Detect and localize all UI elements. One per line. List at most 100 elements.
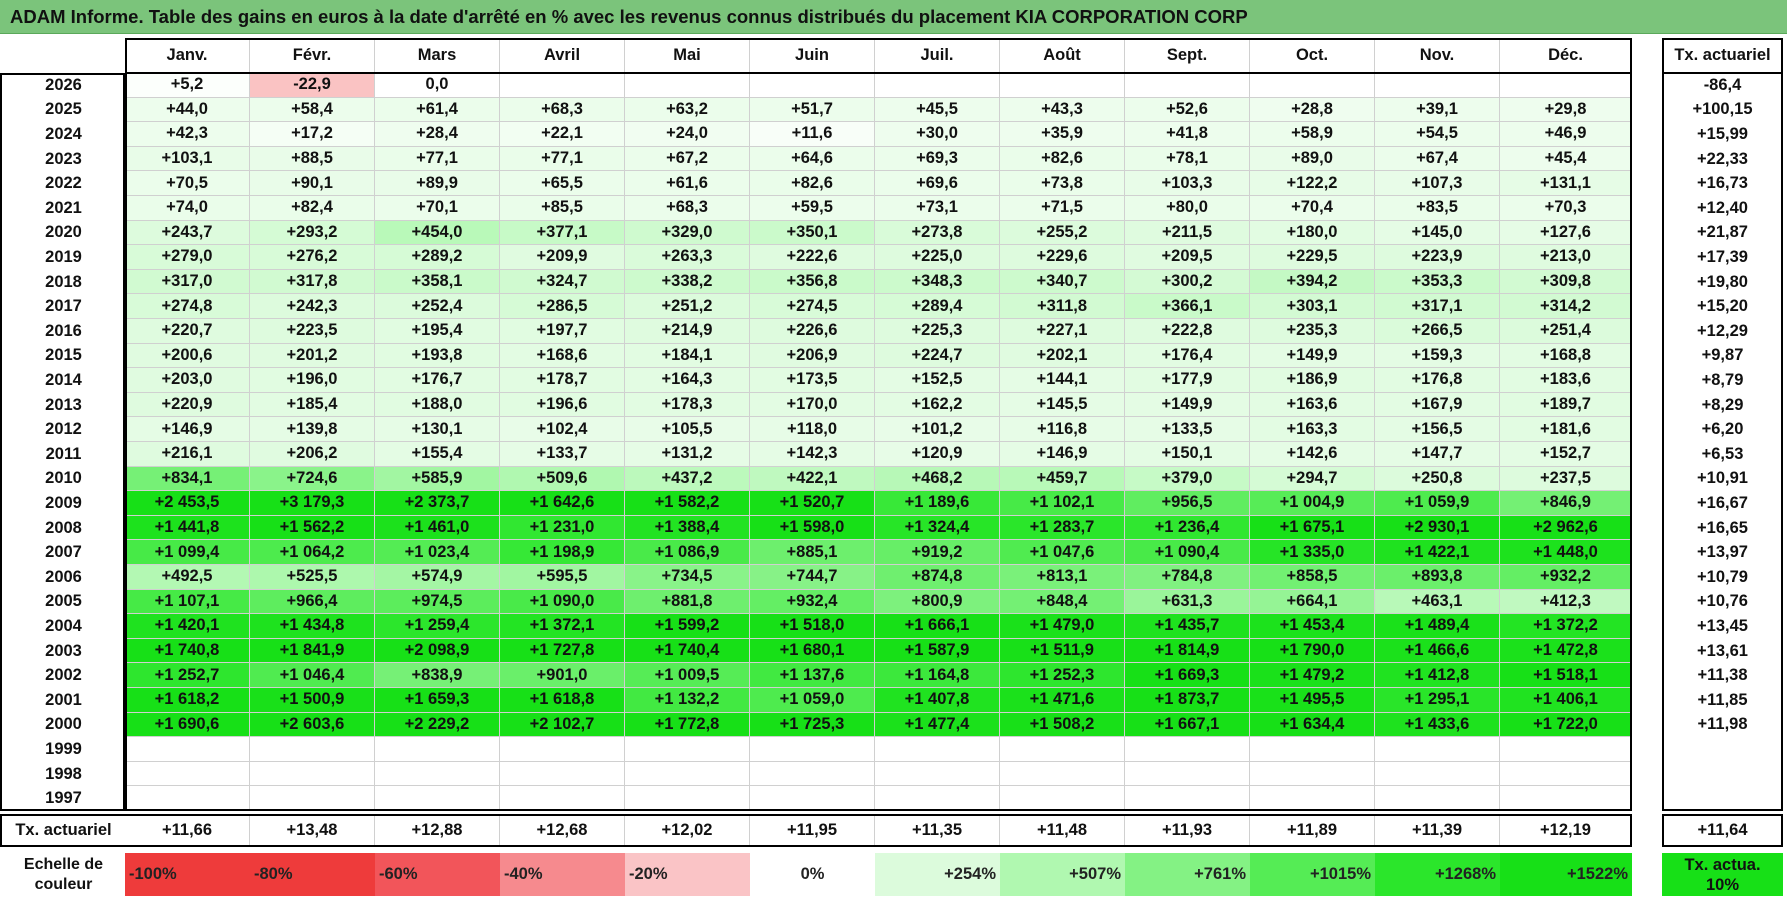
value-cell: +251,2 <box>625 294 750 319</box>
annual-rate-cell: +13,45 <box>1697 616 1748 635</box>
value-cell: +162,2 <box>875 392 1000 418</box>
value-cell <box>625 761 750 787</box>
year-label: 2007 <box>45 543 82 562</box>
value-cell: +250,8 <box>1375 466 1500 492</box>
value-cell: +42,3 <box>125 122 250 147</box>
value-cell: +309,8 <box>1500 269 1632 295</box>
footer-rate-cell: +11,66 <box>125 814 250 847</box>
value-cell: +1 086,9 <box>625 540 750 565</box>
value-cell: +1 047,6 <box>1000 540 1125 565</box>
value-cell: +67,4 <box>1375 146 1500 172</box>
value-cell: +131,2 <box>625 442 750 467</box>
value-cell: +848,4 <box>1000 589 1125 615</box>
year-label: 2019 <box>45 247 82 266</box>
value-cell: +28,4 <box>375 122 500 147</box>
value-cell: +229,5 <box>1250 245 1375 270</box>
value-cell: +180,0 <box>1250 220 1375 246</box>
annual-rate-cell: +12,40 <box>1697 198 1748 217</box>
value-cell: +127,6 <box>1500 220 1632 246</box>
value-cell: +1 102,1 <box>1000 491 1125 516</box>
value-cell: +1 107,1 <box>125 589 250 615</box>
color-scale-swatch: +507% <box>1000 853 1125 896</box>
value-cell: +1 740,8 <box>125 638 250 664</box>
value-cell: +80,0 <box>1125 196 1250 221</box>
value-cell: +142,6 <box>1250 442 1375 467</box>
value-cell <box>500 737 625 762</box>
value-cell: +317,1 <box>1375 294 1500 319</box>
value-cell: +150,1 <box>1125 442 1250 467</box>
value-cell: +152,7 <box>1500 442 1632 467</box>
value-cell: +74,0 <box>125 196 250 221</box>
value-cell: +147,7 <box>1375 442 1500 467</box>
value-cell <box>500 73 625 98</box>
value-cell: +188,0 <box>375 392 500 418</box>
annual-rate-header: Tx. actuariel <box>1674 46 1771 64</box>
value-cell: +85,5 <box>500 196 625 221</box>
value-cell: +1 137,6 <box>750 663 875 688</box>
footer-rate-cell: +12,02 <box>625 814 750 847</box>
value-cell: +131,1 <box>1500 171 1632 196</box>
value-cell: +1 420,1 <box>125 614 250 639</box>
value-cell: +1 046,4 <box>250 663 375 688</box>
value-cell: +1 466,6 <box>1375 638 1500 664</box>
value-cell: +1 236,4 <box>1125 515 1250 541</box>
value-cell: +78,1 <box>1125 146 1250 172</box>
value-cell: +195,4 <box>375 319 500 344</box>
value-cell: +1 814,9 <box>1125 638 1250 664</box>
value-cell: +437,2 <box>625 466 750 492</box>
value-cell <box>125 786 250 811</box>
color-scale-swatch: +1522% <box>1500 853 1632 896</box>
value-cell: +2 229,2 <box>375 712 500 738</box>
value-cell <box>750 737 875 762</box>
color-scale-swatch: -100% <box>125 853 250 896</box>
year-label: 2021 <box>45 198 82 217</box>
value-cell: +46,9 <box>1500 122 1632 147</box>
value-cell: +2 098,9 <box>375 638 500 664</box>
year-label: 2013 <box>45 395 82 414</box>
value-cell: +88,5 <box>250 146 375 172</box>
value-cell: +41,8 <box>1125 122 1250 147</box>
value-cell: +1 495,5 <box>1250 688 1375 713</box>
month-header: Juil. <box>875 38 1000 73</box>
value-cell: +1 669,3 <box>1125 663 1250 688</box>
value-cell: +68,3 <box>500 97 625 123</box>
value-cell <box>875 761 1000 787</box>
year-label: 2000 <box>45 715 82 734</box>
value-cell: +1 472,8 <box>1500 638 1632 664</box>
value-cell <box>1125 786 1250 811</box>
value-cell: +744,7 <box>750 565 875 590</box>
color-scale-swatch: +254% <box>875 853 1000 896</box>
value-cell <box>1250 737 1375 762</box>
value-cell: +932,2 <box>1500 565 1632 590</box>
value-cell: +1 479,2 <box>1250 663 1375 688</box>
value-cell: +103,1 <box>125 146 250 172</box>
annual-rate-cell: +11,98 <box>1697 715 1748 734</box>
color-scale-label: Echelle de couleur <box>23 855 104 893</box>
value-cell: +377,1 <box>500 220 625 246</box>
value-cell: +901,0 <box>500 663 625 688</box>
annual-rate-cell: +15,99 <box>1697 124 1748 143</box>
value-cell: +64,6 <box>750 146 875 172</box>
annual-rate-cell: +21,87 <box>1697 223 1748 242</box>
value-cell: +314,2 <box>1500 294 1632 319</box>
footer-rate-cell: +11,89 <box>1250 814 1375 847</box>
page-title: ADAM Informe. Table des gains en euros à… <box>10 6 1248 27</box>
value-cell: +1 618,8 <box>500 688 625 713</box>
value-cell: +631,3 <box>1125 589 1250 615</box>
value-cell: +1 659,3 <box>375 688 500 713</box>
value-cell <box>875 73 1000 98</box>
month-header: Janv. <box>125 38 250 73</box>
annual-rate-swatch: Tx. actua. 10% <box>1662 853 1783 896</box>
value-cell: +226,6 <box>750 319 875 344</box>
annual-rate-cell: +9,87 <box>1701 346 1744 365</box>
value-cell: +70,3 <box>1500 196 1632 221</box>
value-cell: +214,9 <box>625 319 750 344</box>
value-cell: +181,6 <box>1500 417 1632 442</box>
value-cell: +22,1 <box>500 122 625 147</box>
footer-annual-rate: +11,64 <box>1697 821 1748 839</box>
footer-rate-cell: +12,88 <box>375 814 500 847</box>
value-cell: +71,5 <box>1000 196 1125 221</box>
value-cell: +168,8 <box>1500 343 1632 369</box>
color-scale-swatch: +761% <box>1125 853 1250 896</box>
